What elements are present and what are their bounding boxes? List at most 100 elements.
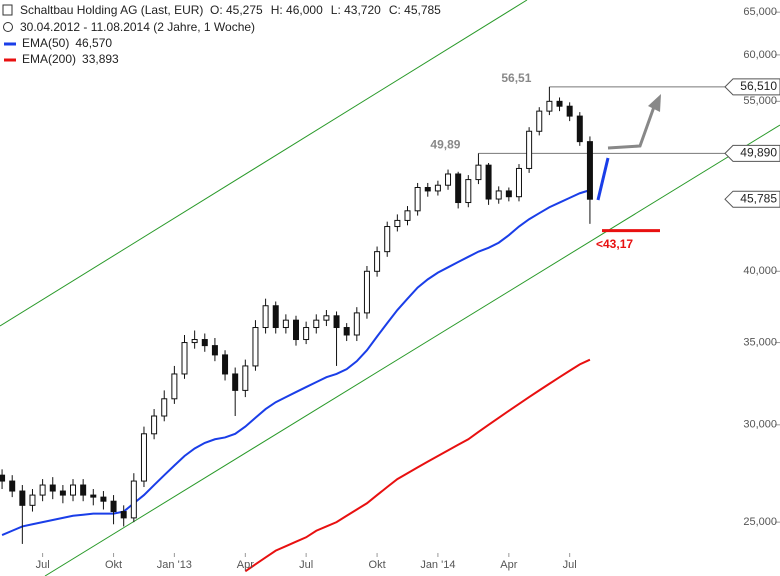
- legend-label: EMA(200): [22, 52, 76, 66]
- candle-body: [526, 130, 533, 169]
- ohlc-label: H: 46,000: [271, 3, 323, 17]
- channel-lower: [44, 124, 780, 576]
- ohlc-label: O: 45,275: [210, 3, 263, 17]
- x-tick-label: Jul: [299, 559, 313, 571]
- x-tick-label: Okt: [369, 559, 386, 571]
- candle-body: [374, 251, 381, 272]
- candle-body: [191, 339, 198, 344]
- price-marker: [724, 190, 780, 208]
- candle-body: [59, 490, 66, 496]
- candle-body: [434, 184, 441, 192]
- candle-body: [556, 100, 563, 107]
- candle-body: [455, 173, 462, 204]
- candle-body: [424, 186, 431, 192]
- candle-body: [161, 398, 168, 417]
- candle-body: [536, 110, 543, 132]
- candle-body: [39, 484, 46, 496]
- y-tick-label: 30,000: [743, 419, 777, 431]
- candle-body: [384, 226, 391, 253]
- x-tick-label: Apr: [500, 559, 517, 571]
- channel-upper: [0, 0, 528, 327]
- candle-body: [262, 305, 269, 329]
- candle-body: [303, 327, 310, 341]
- y-tick-label: 35,000: [743, 336, 777, 348]
- legend-value: 33,893: [82, 52, 119, 66]
- candle-body: [363, 270, 370, 314]
- candle-body: [282, 319, 289, 329]
- candle-body: [181, 342, 188, 375]
- candle-body: [80, 484, 87, 496]
- support-label: <43,17: [596, 237, 633, 251]
- candle-body: [222, 354, 229, 375]
- legend-value: 46,570: [75, 36, 112, 50]
- price-marker: [724, 144, 780, 162]
- candle-body: [29, 494, 36, 506]
- candle-body: [19, 490, 26, 506]
- candle-body: [70, 484, 77, 496]
- candle-body: [130, 480, 137, 519]
- candle-body: [586, 141, 593, 200]
- candle-body: [546, 100, 553, 112]
- clock-icon: [3, 22, 13, 32]
- x-tick-label: Jul: [36, 559, 50, 571]
- candle-body: [293, 319, 299, 341]
- candle-body: [9, 480, 16, 492]
- candle-body: [0, 474, 6, 482]
- candle-body: [343, 327, 350, 336]
- header: Schaltbau Holding AG (Last, EUR) 30.04.2…: [2, 3, 255, 34]
- candle-body: [495, 190, 502, 200]
- candle-body: [404, 210, 411, 221]
- candle-body: [465, 179, 472, 204]
- candle-body: [485, 164, 492, 200]
- resistance-label: 49,89: [430, 138, 460, 152]
- candle-body: [566, 105, 573, 117]
- arrow-head: [648, 94, 661, 112]
- candle-body: [252, 327, 259, 367]
- ema-line: [1, 189, 591, 537]
- x-tick-label: Okt: [105, 559, 122, 571]
- chart-icon: [2, 4, 13, 16]
- price-marker-label: 56,510: [740, 79, 777, 93]
- price-marker-label: 45,785: [740, 191, 777, 205]
- candle-body: [394, 219, 401, 228]
- x-tick-label: Jul: [563, 559, 577, 571]
- ohlc-label: L: 43,720: [331, 3, 381, 17]
- candle-body: [475, 164, 482, 181]
- y-tick-label: 60,000: [743, 49, 777, 61]
- ema-line: [244, 358, 591, 573]
- candle-body: [110, 500, 117, 513]
- candle-body: [313, 319, 320, 329]
- candle-body: [576, 115, 583, 143]
- candle-body: [49, 484, 56, 492]
- candle-body: [90, 494, 97, 498]
- x-tick-label: Apr: [237, 559, 254, 571]
- candle-body: [323, 315, 330, 321]
- price-marker-label: 49,890: [740, 146, 777, 160]
- subtitle: 30.04.2012 - 11.08.2014 (2 Jahre, 1 Woch…: [20, 20, 255, 34]
- candle-body: [272, 305, 279, 329]
- candle-body: [333, 315, 340, 329]
- chart-title: Schaltbau Holding AG (Last, EUR): [20, 3, 203, 17]
- plot-area: [0, 86, 725, 573]
- y-tick-label: 65,000: [743, 6, 777, 18]
- forecast-arrow-blue: [596, 157, 610, 201]
- ohlc-label: C: 45,785: [389, 3, 441, 17]
- candle-body: [242, 365, 249, 391]
- candle-body: [211, 345, 218, 356]
- candle-body: [151, 415, 158, 435]
- candle-body: [353, 312, 360, 336]
- candle-body: [120, 511, 127, 519]
- price-marker: [724, 78, 780, 96]
- y-tick-label: 25,000: [743, 516, 777, 528]
- candle-body: [140, 433, 147, 482]
- candle-body: [445, 173, 452, 186]
- candle-body: [515, 167, 522, 198]
- candle-body: [100, 496, 107, 502]
- candle-body: [232, 373, 239, 391]
- candle-body: [171, 373, 178, 400]
- legend-label: EMA(50): [22, 36, 69, 50]
- candle-body: [505, 190, 512, 198]
- resistance-label: 56,51: [501, 71, 531, 85]
